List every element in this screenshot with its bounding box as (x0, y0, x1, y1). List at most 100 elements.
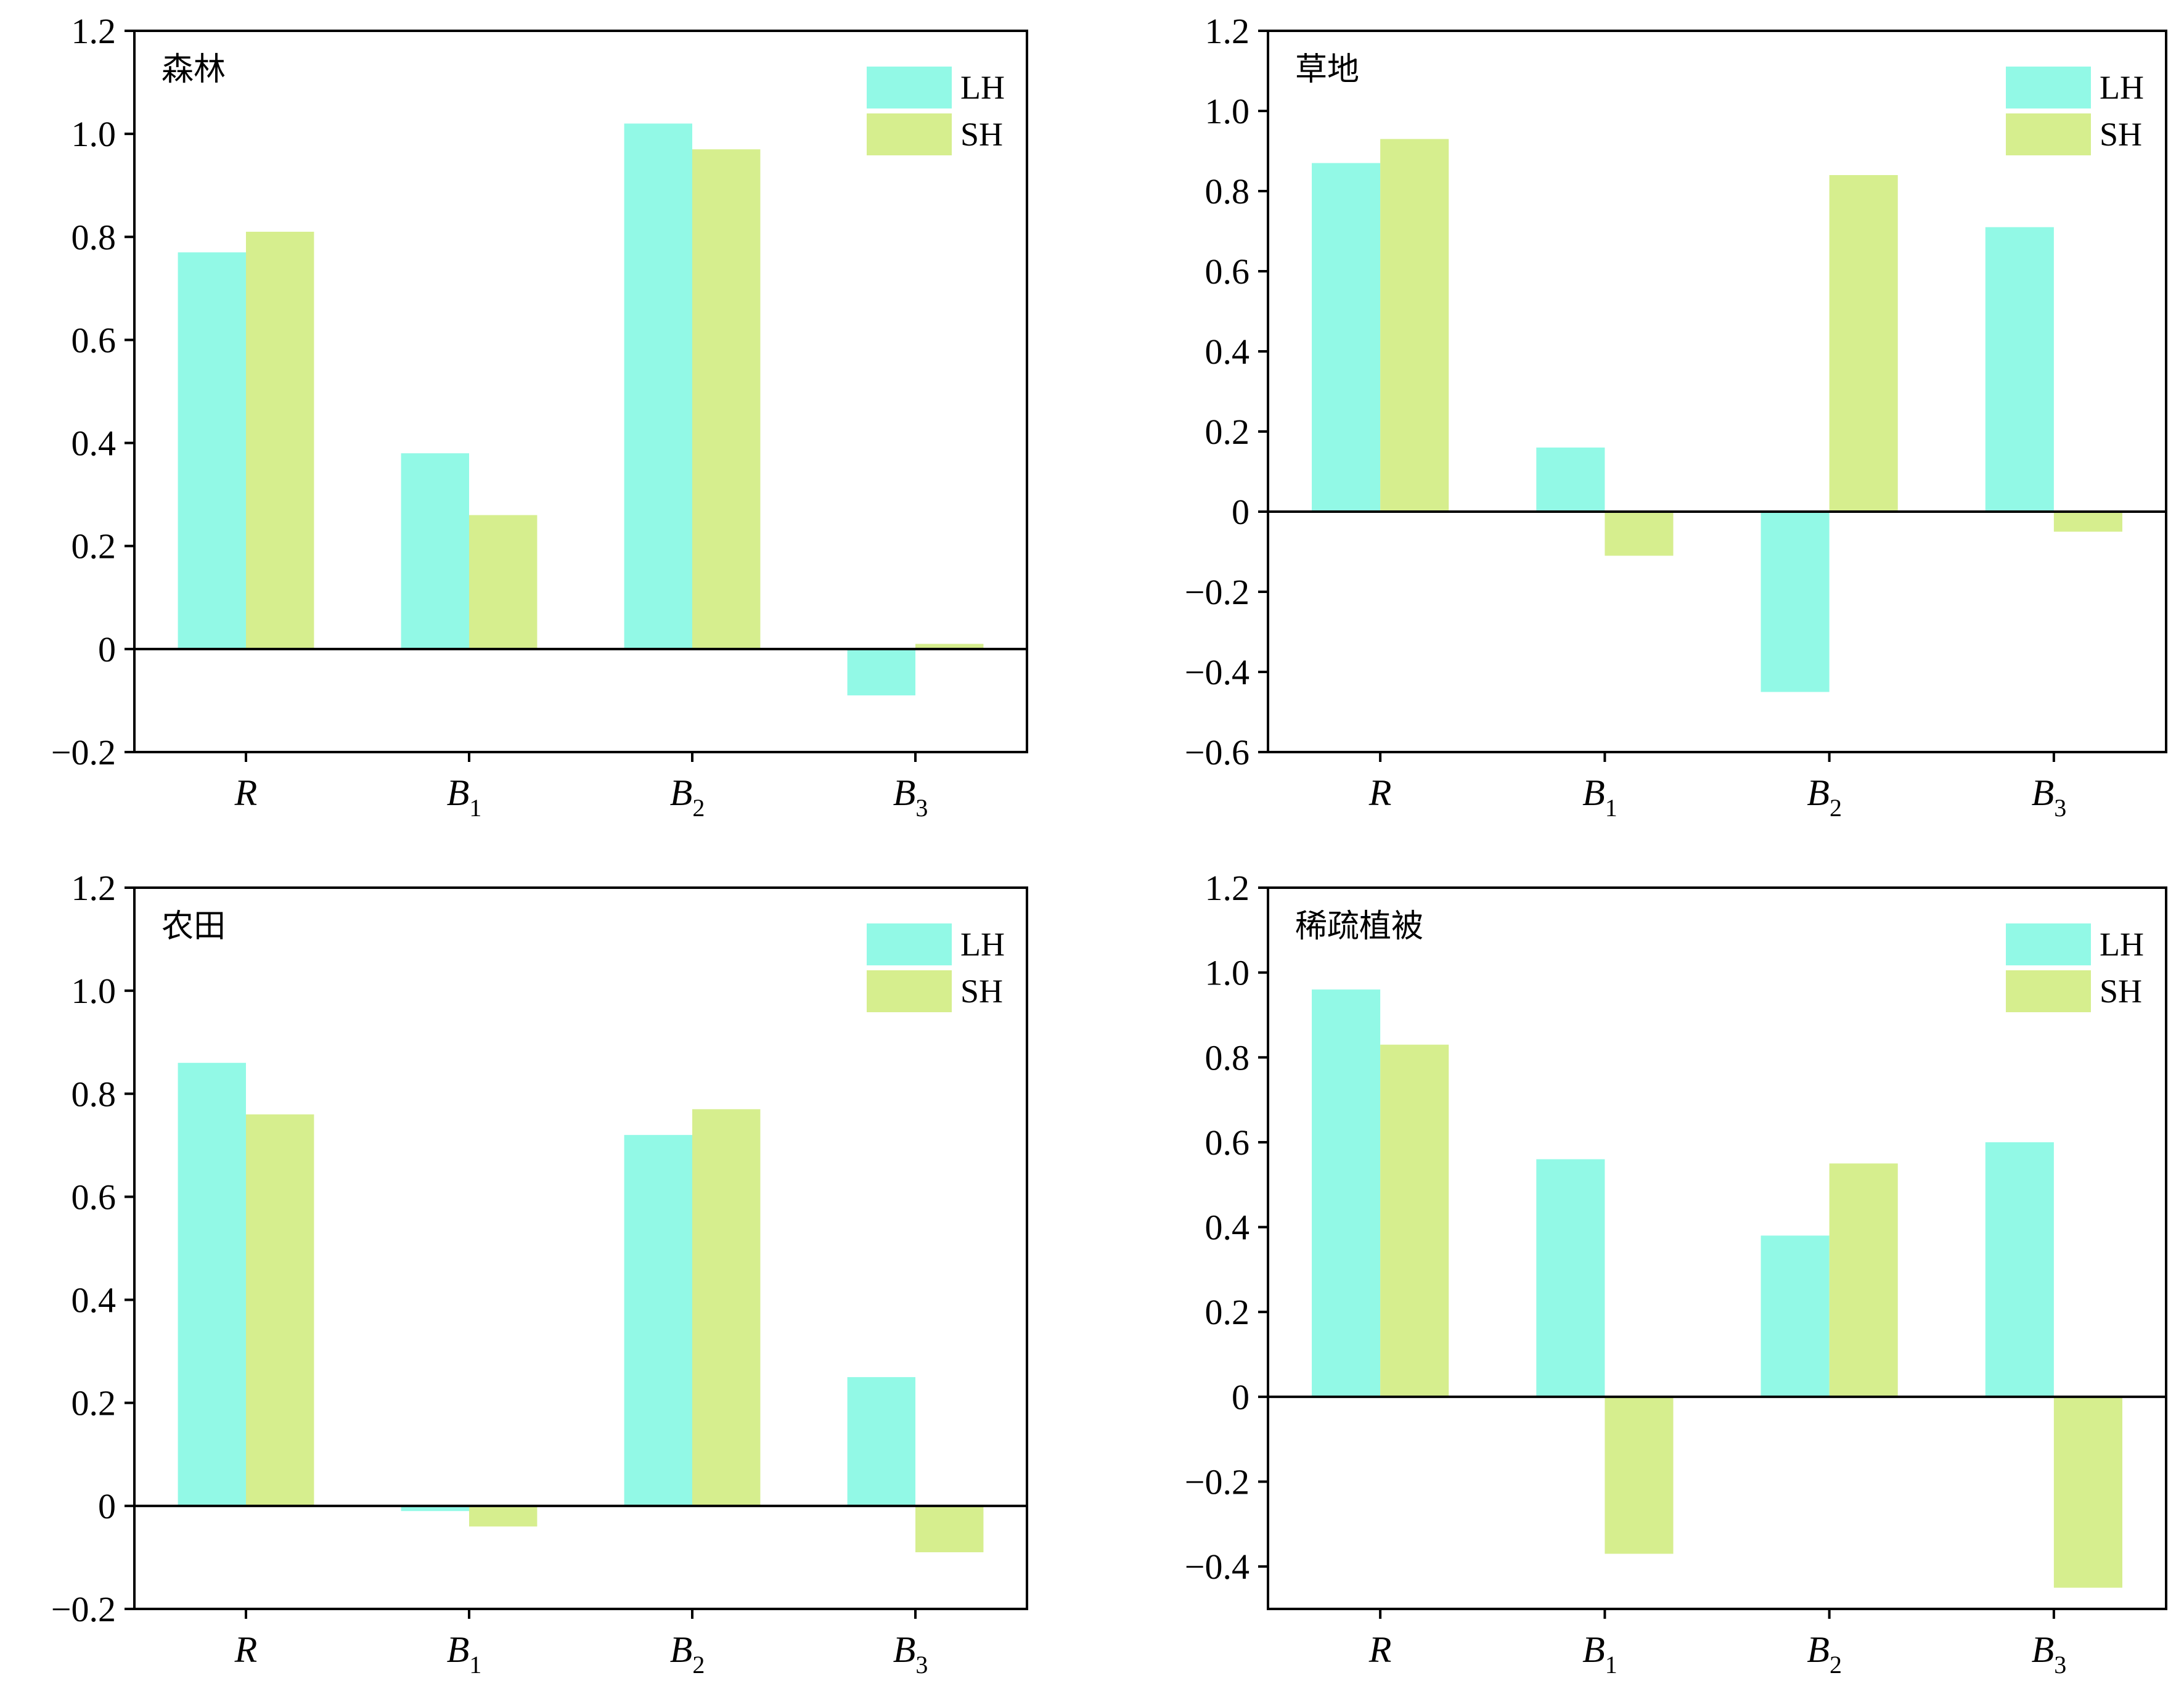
y-tick-label: 0.6 (1205, 252, 1250, 292)
bar-sh-1 (246, 1114, 314, 1506)
legend-swatch-sh (2006, 970, 2091, 1012)
bar-sh-2 (469, 515, 538, 649)
y-tick-label: 1.2 (1205, 868, 1250, 908)
bar-sh-1 (246, 231, 314, 649)
panel-title: 森林 (162, 52, 226, 88)
chart-panel-2: −0.6 −0.4 −0.2 0 0.2 0.4 0.6 0.8 1.0 1.2 R B1 B2 B3 草地… (1185, 11, 2167, 822)
bar-sh-2 (469, 1505, 538, 1527)
bar-lh-3 (624, 123, 692, 649)
bar-sh-4 (2053, 1396, 2122, 1588)
legend-swatch-lh (867, 67, 952, 108)
bar-sh-4 (915, 1505, 984, 1553)
x-tick-label: B1 (1582, 1629, 1618, 1679)
bar-lh-2 (401, 453, 469, 649)
x-tick-subscript: 2 (692, 1651, 705, 1679)
y-tick-label: 0.8 (1205, 171, 1250, 211)
x-tick-subscript: 3 (2054, 1651, 2066, 1679)
y-tick-label: 0 (1232, 1377, 1249, 1417)
legend-swatch-sh (867, 113, 952, 155)
legend-label-lh: LH (2100, 926, 2144, 963)
x-tick-label: R (1368, 772, 1392, 813)
bar-lh-2 (1536, 448, 1605, 512)
y-tick-label: 0 (1232, 492, 1249, 532)
y-tick-label: 0.4 (72, 424, 117, 464)
bar-sh-3 (692, 149, 761, 649)
bar-sh-1 (1380, 139, 1449, 512)
y-tick-label: 0.2 (72, 1383, 117, 1423)
x-tick-label: B3 (2032, 1629, 2067, 1679)
x-tick-label: R (234, 1629, 258, 1670)
legend-label-lh: LH (960, 926, 1005, 963)
bar-lh-3 (624, 1135, 692, 1506)
y-tick-label: 1.2 (72, 11, 117, 51)
x-tick-label: B2 (1807, 1629, 1842, 1679)
x-tick-subscript: 1 (469, 794, 481, 822)
y-tick-label: −0.2 (1185, 1462, 1249, 1502)
legend-swatch-lh (2006, 923, 2091, 965)
legend-label-sh: SH (960, 973, 1003, 1010)
y-tick-label: 0 (98, 629, 116, 669)
panel-title: 稀疏植被 (1295, 909, 1423, 944)
legend-label-sh: SH (2100, 116, 2142, 153)
y-tick-label: −0.2 (51, 1589, 116, 1629)
y-tick-label: 0.6 (72, 1177, 117, 1217)
plot-frame (1267, 886, 2167, 1610)
y-tick-label: −0.2 (51, 732, 116, 772)
y-tick-label: 0.8 (1205, 1037, 1250, 1078)
y-tick-label: 1.2 (72, 868, 117, 908)
x-tick-label: B3 (2032, 772, 2067, 822)
bar-lh-2 (1536, 1159, 1605, 1397)
x-tick-label: B3 (893, 772, 928, 822)
bar-sh-1 (1380, 1044, 1449, 1397)
x-tick-subscript: 3 (915, 1651, 928, 1679)
bar-sh-2 (1605, 512, 1674, 556)
y-tick-label: 0.2 (1205, 1292, 1250, 1332)
bar-lh-1 (1312, 163, 1381, 512)
legend-label-lh: LH (2100, 69, 2144, 106)
y-tick-label: 1.0 (1205, 953, 1250, 993)
x-tick-subscript: 2 (1830, 1651, 1842, 1679)
bar-lh-3 (1761, 512, 1830, 692)
y-tick-label: 0.6 (72, 320, 117, 360)
y-tick-label: 1.2 (1205, 11, 1250, 51)
y-tick-label: 0.8 (72, 1074, 117, 1114)
y-tick-label: 1.0 (72, 114, 117, 154)
bar-lh-1 (178, 252, 246, 649)
y-tick-label: 0.4 (1205, 332, 1250, 372)
x-tick-label: B1 (447, 772, 482, 822)
x-tick-subscript: 2 (1830, 794, 1842, 822)
y-tick-label: −0.4 (1185, 652, 1249, 692)
x-tick-label: B2 (1807, 772, 1842, 822)
legend-swatch-lh (2006, 67, 2091, 108)
x-tick-subscript: 1 (469, 1651, 481, 1679)
chart-panel-4: −0.4 −0.2 0 0.2 0.4 0.6 0.8 1.0 1.2 R B1 B2 B3 稀疏植被 LH… (1185, 868, 2167, 1679)
y-tick-label: 0 (98, 1486, 116, 1526)
x-tick-subscript: 3 (915, 794, 928, 822)
y-tick-label: 1.0 (1205, 91, 1250, 131)
x-tick-label: B1 (447, 1629, 482, 1679)
bar-sh-4 (915, 644, 984, 649)
x-tick-subscript: 2 (692, 794, 705, 822)
panel-title: 草地 (1295, 52, 1359, 88)
legend-swatch-sh (2006, 113, 2091, 155)
legend-swatch-lh (867, 923, 952, 965)
x-tick-label: B2 (670, 1629, 705, 1679)
plot-frame (1267, 30, 2167, 753)
bar-lh-4 (847, 1377, 915, 1506)
bar-sh-3 (1829, 175, 1898, 512)
y-tick-label: 0.4 (1205, 1208, 1250, 1248)
y-tick-label: −0.2 (1185, 572, 1249, 612)
x-tick-subscript: 1 (1605, 1651, 1618, 1679)
y-tick-label: 0.2 (1205, 412, 1250, 452)
bar-lh-1 (1312, 989, 1381, 1397)
y-tick-label: 0.2 (72, 526, 117, 567)
y-tick-label: 0.6 (1205, 1123, 1250, 1163)
x-tick-subscript: 1 (1605, 794, 1618, 822)
x-tick-subscript: 3 (2054, 794, 2066, 822)
bar-lh-4 (847, 649, 915, 696)
panel-title: 农田 (162, 909, 226, 944)
y-tick-label: 0.8 (72, 217, 117, 257)
bar-lh-2 (401, 1505, 469, 1512)
bar-lh-1 (178, 1063, 246, 1506)
